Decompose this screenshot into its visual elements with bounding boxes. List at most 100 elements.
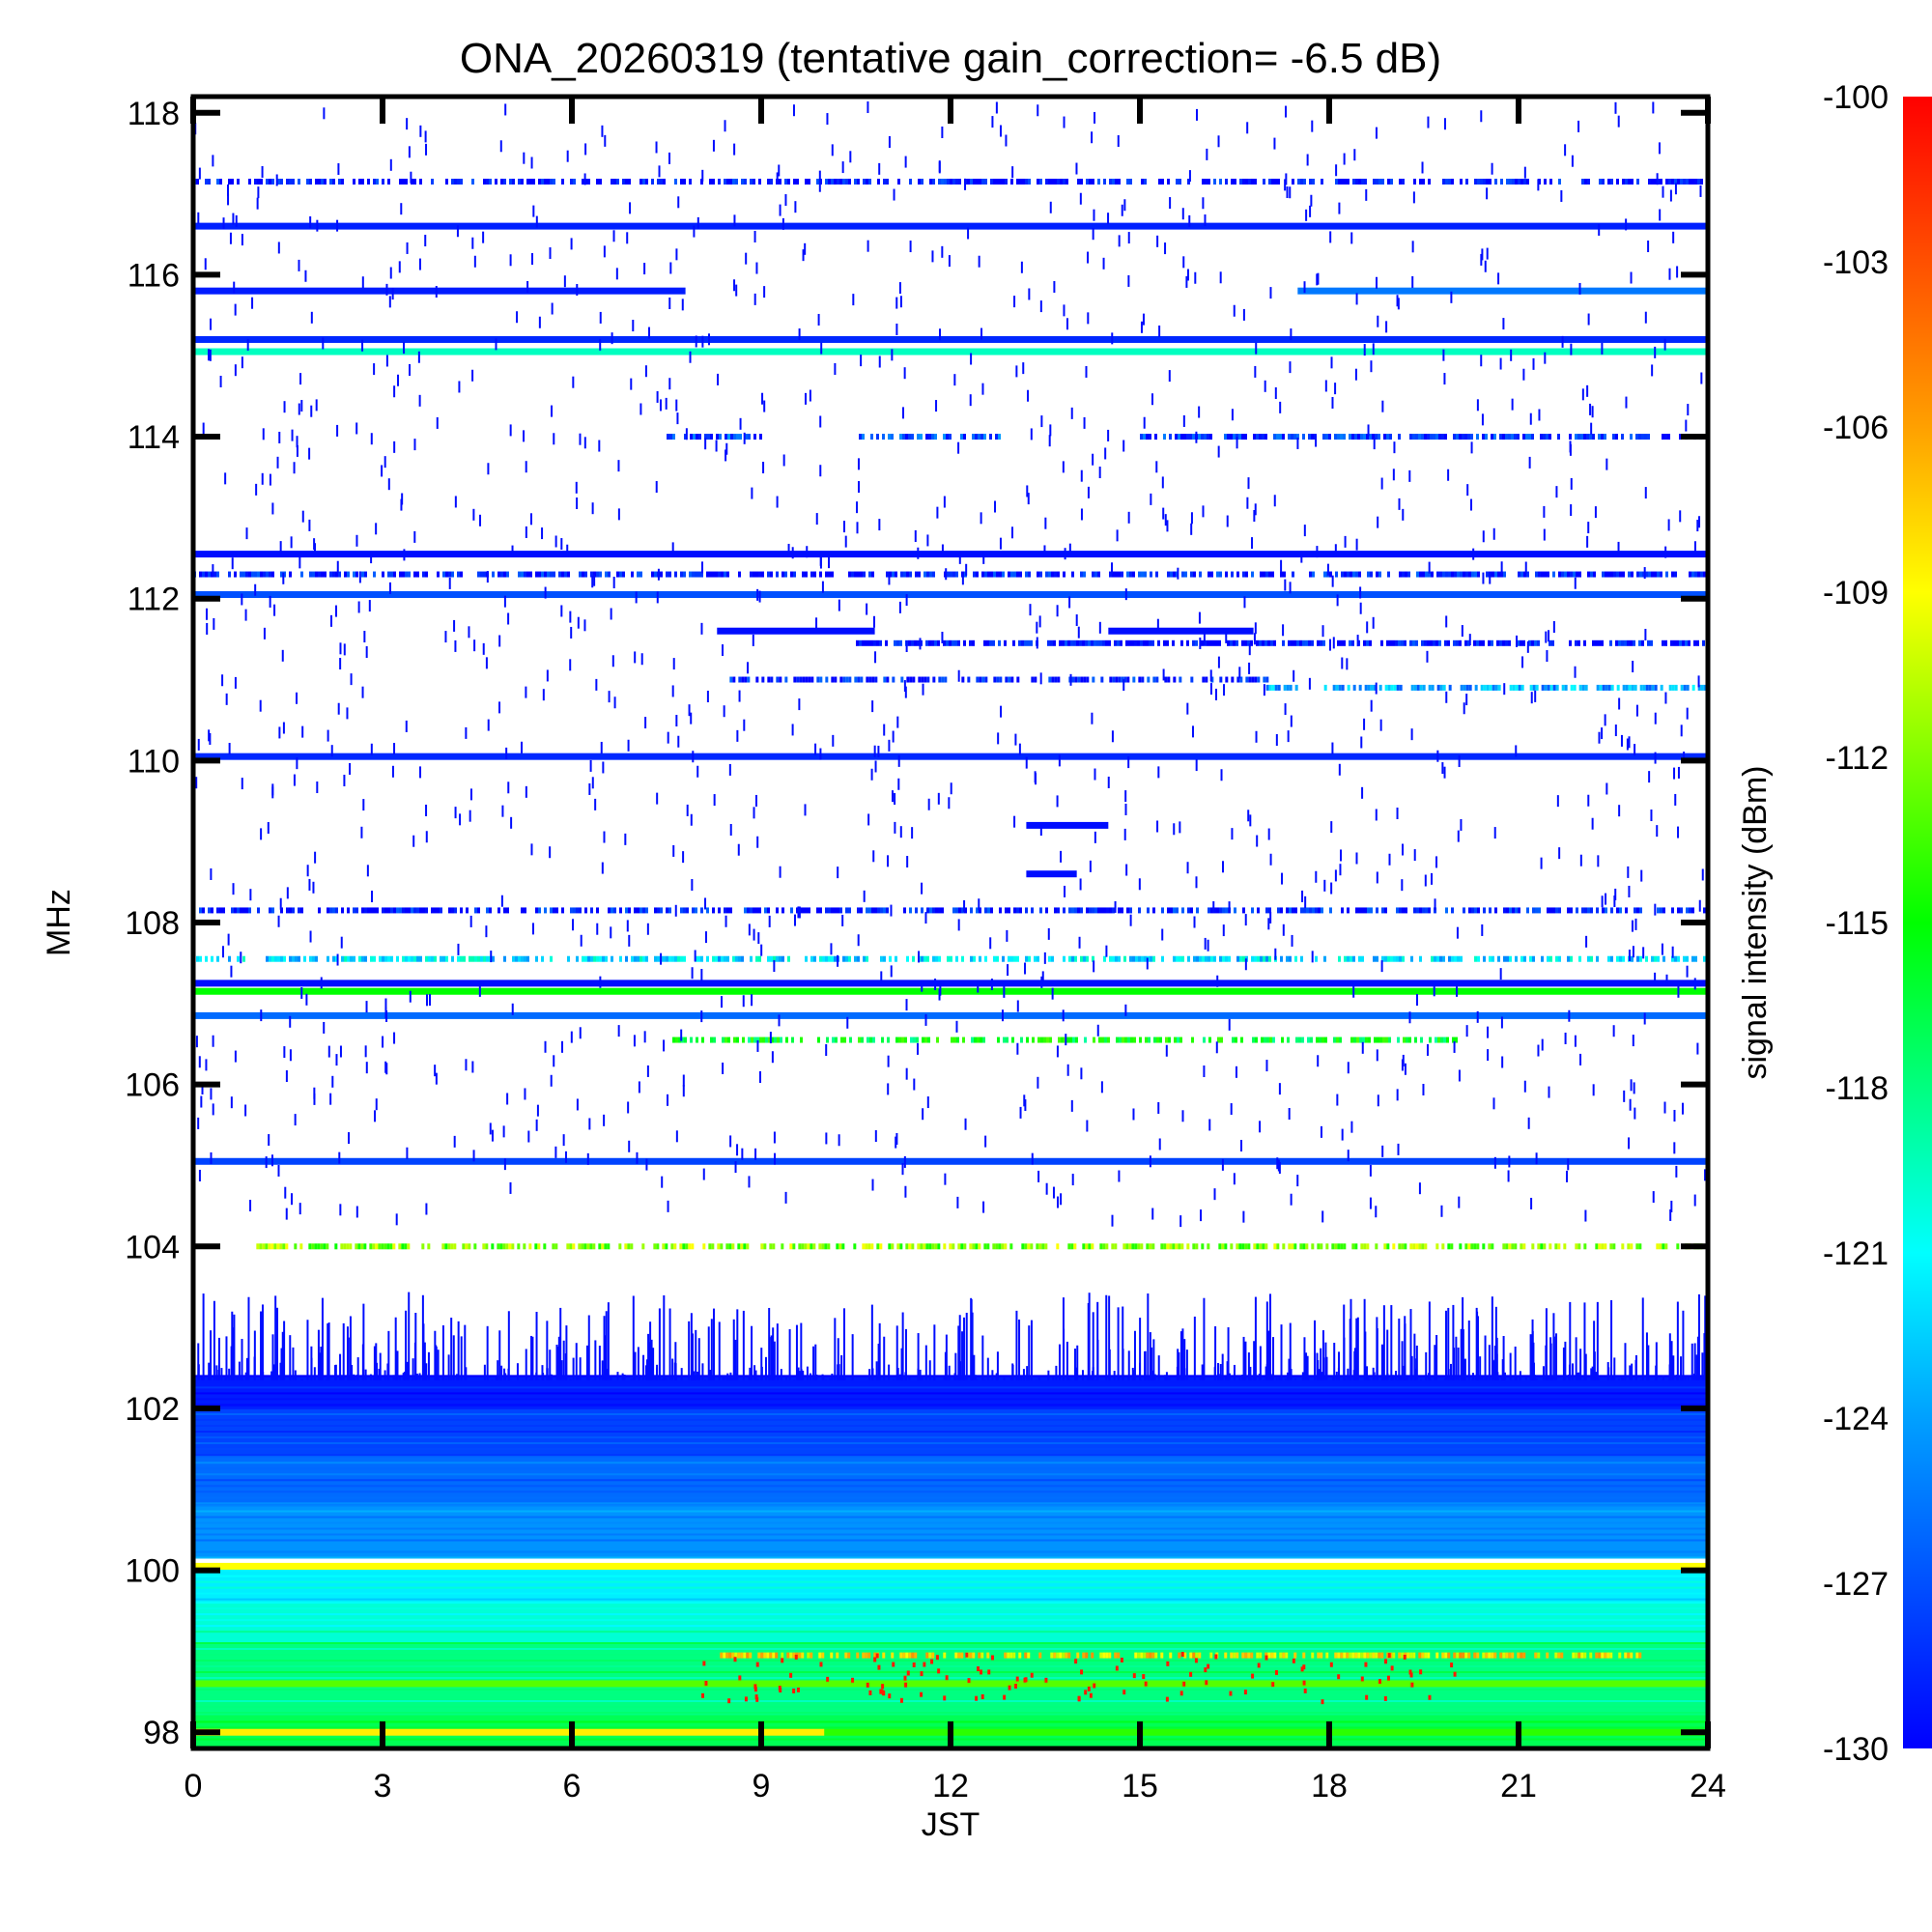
sporadic-signal: [1558, 847, 1561, 860]
sporadic-signal: [1057, 1196, 1060, 1208]
noise-spike: [546, 1368, 549, 1380]
signal-segment: [654, 571, 657, 578]
noise-spike: [262, 1372, 265, 1380]
sporadic-signal: [1267, 828, 1270, 840]
signal-segment: [1433, 434, 1435, 440]
signal-segment: [767, 907, 770, 914]
signal-segment: [1662, 955, 1665, 962]
sporadic-signal: [842, 521, 845, 533]
signal-segment: [905, 434, 908, 440]
sporadic-signal: [1480, 110, 1483, 123]
signal-segment: [1193, 955, 1196, 962]
signal-segment: [905, 1652, 909, 1659]
signal-segment: [1074, 907, 1077, 914]
signal-segment: [292, 907, 295, 914]
signal-segment: [1529, 684, 1533, 691]
sporadic-signal: [374, 1110, 377, 1122]
signal-segment: [300, 907, 303, 914]
signal-segment: [1062, 1652, 1065, 1659]
signal-segment: [314, 1243, 318, 1250]
signal-segment: [990, 179, 993, 185]
sporadic-signal: [197, 212, 200, 224]
sporadic-signal: [1681, 1102, 1684, 1115]
signal-segment: [700, 571, 703, 578]
noise-spike: [394, 1317, 397, 1380]
signal-segment: [1361, 179, 1364, 185]
sporadic-signal: [231, 557, 234, 570]
noise-spike: [971, 1378, 974, 1380]
signal-segment: [673, 1243, 677, 1250]
signal-segment: [981, 179, 984, 185]
signal-segment: [1263, 571, 1265, 578]
sporadic-signal: [1628, 885, 1631, 897]
signal-segment: [1289, 907, 1292, 914]
sporadic-signal: [1502, 318, 1505, 330]
sporadic-signal: [212, 1103, 214, 1116]
sporadic-signal: [921, 980, 923, 992]
signal-segment: [680, 955, 683, 962]
noise-spike: [1680, 1356, 1683, 1380]
signal-segment: [1222, 907, 1225, 914]
signal-segment: [1262, 639, 1264, 646]
signal-segment: [298, 955, 300, 962]
signal-segment: [1155, 676, 1159, 683]
signal-segment: [1674, 684, 1678, 691]
signal-segment: [949, 639, 952, 646]
sporadic-signal: [1579, 854, 1582, 867]
signal-segment: [1554, 1652, 1558, 1659]
signal-segment: [390, 955, 393, 962]
noise-spike: [693, 1371, 696, 1380]
noise-spike: [1390, 1305, 1393, 1380]
signal-segment: [1224, 1243, 1228, 1250]
signal-segment: [1207, 1243, 1210, 1250]
sporadic-signal: [544, 586, 547, 599]
sporadic-signal: [1092, 228, 1094, 241]
signal-segment: [208, 571, 211, 578]
signal-segment: [1557, 1652, 1561, 1659]
sporadic-signal: [1408, 1011, 1411, 1024]
signal-segment: [1515, 684, 1519, 691]
noise-spike: [851, 1334, 854, 1380]
sporadic-signal: [1346, 658, 1349, 670]
sporadic-signal: [955, 1020, 958, 1033]
signal-segment: [920, 639, 923, 646]
signal-segment: [1112, 179, 1115, 185]
signal-segment: [810, 955, 813, 962]
sporadic-signal: [291, 429, 294, 441]
noise-spike: [450, 1318, 453, 1380]
signal-segment: [769, 1243, 773, 1250]
sporadic-signal: [339, 1204, 342, 1216]
noise-spike: [1584, 1353, 1587, 1380]
noise-spike: [1696, 1336, 1699, 1380]
sporadic-signal: [473, 255, 476, 268]
noise-spike: [1086, 1376, 1089, 1380]
noise-spike: [691, 1368, 694, 1380]
sporadic-signal: [1116, 529, 1119, 542]
sporadic-signal: [564, 1151, 567, 1163]
signal-segment: [770, 179, 773, 185]
signal-segment: [1149, 639, 1151, 646]
sporadic-signal: [694, 950, 696, 962]
signal-segment: [1439, 684, 1443, 691]
signal-segment: [1387, 179, 1390, 185]
sporadic-signal: [1111, 332, 1114, 345]
signal-segment: [865, 1243, 868, 1250]
noise-spike: [1349, 1319, 1351, 1380]
signal-segment: [1102, 639, 1105, 646]
sporadic-signal: [1246, 122, 1249, 134]
sporadic-signal: [259, 699, 262, 712]
sporadic-signal: [1630, 1079, 1633, 1092]
sporadic-signal: [887, 1055, 890, 1067]
signal-segment: [1108, 639, 1111, 646]
sporadic-signal: [202, 422, 205, 435]
signal-segment: [248, 179, 251, 185]
signal-segment: [1635, 434, 1638, 440]
sporadic-signal: [778, 1014, 781, 1027]
signal-segment: [1528, 434, 1531, 440]
sporadic-signal: [700, 969, 703, 981]
signal-segment: [1220, 1037, 1223, 1043]
sporadic-signal: [298, 403, 300, 415]
sporadic-signal: [1195, 108, 1198, 121]
sporadic-signal: [1037, 104, 1039, 117]
sporadic-signal: [1158, 325, 1161, 337]
